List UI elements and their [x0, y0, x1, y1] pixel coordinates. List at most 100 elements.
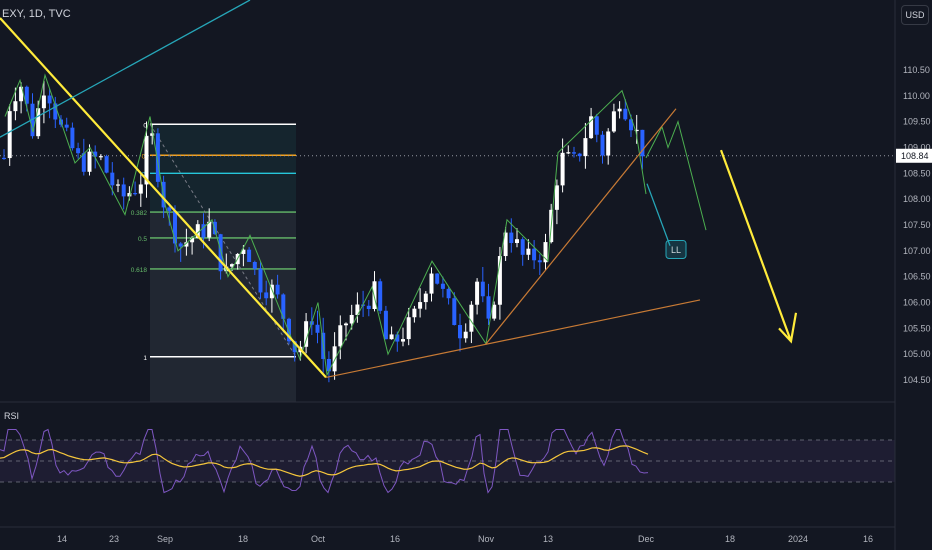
candle-body	[486, 296, 491, 319]
ticker-label[interactable]: EXY, 1D, TVC	[2, 8, 71, 20]
candle-body	[572, 152, 576, 154]
candle-body	[269, 284, 274, 299]
price-axis[interactable]: 110.50 110.00 109.50 109.00 108.50 108.00 107.…	[894, 0, 932, 550]
candle-body	[515, 239, 519, 244]
candle-body	[503, 232, 508, 257]
currency-button[interactable]: USD	[901, 5, 929, 25]
candle-body	[155, 133, 160, 182]
candle-body	[230, 264, 234, 267]
time-tick-label: Nov	[478, 534, 495, 544]
candle-body	[475, 281, 480, 305]
fib-level-label: 0	[143, 122, 147, 129]
candle-body	[634, 129, 639, 132]
teal-trendline	[0, 0, 251, 138]
candle-body	[406, 317, 411, 340]
candle-body	[629, 119, 633, 131]
candle-body	[53, 103, 58, 120]
candle-body	[64, 124, 69, 128]
price-tick-label: 109.00	[903, 143, 931, 153]
time-tick-label: 18	[238, 534, 248, 544]
candle-body	[2, 157, 6, 160]
price-tick-label: 110.50	[903, 65, 930, 75]
candle-body	[212, 221, 217, 235]
candle-body	[469, 304, 474, 332]
fib-level-label: 1	[143, 355, 147, 362]
candle-body	[401, 339, 405, 342]
time-tick-label: 16	[390, 534, 400, 544]
time-tick-label: 23	[109, 534, 119, 544]
price-tick-label: 109.50	[903, 117, 931, 127]
candle-body	[378, 281, 383, 311]
teal-ll-line	[646, 183, 671, 246]
time-tick-label: 16	[863, 534, 873, 544]
price-tick-label: 106.00	[903, 298, 931, 308]
candle-body	[429, 273, 434, 294]
candle-body	[190, 238, 195, 243]
candle-body	[566, 152, 571, 154]
orange-rising-line	[485, 108, 677, 345]
candle-body	[640, 129, 645, 157]
forecast-arrow-shaft	[719, 149, 793, 342]
last-price-tag	[896, 148, 932, 163]
price-tick-label: 105.50	[903, 323, 931, 333]
time-tick-label: 2024	[788, 534, 808, 544]
candle-body	[446, 288, 451, 299]
last-price-label: 108.84	[901, 151, 929, 161]
candle-body	[338, 325, 343, 347]
rsi-pane: 60.0040.00	[0, 401, 926, 494]
candle-body	[349, 314, 354, 324]
forecast-arrow-head	[778, 312, 798, 344]
candle-body	[543, 242, 548, 263]
price-axis-bg	[895, 0, 932, 550]
time-axis[interactable]: 14 23 Sep 18 Oct 16 Nov 13 Dec 18 2024 16	[0, 526, 895, 544]
candle-body	[144, 135, 149, 185]
fibonacci-retracement[interactable]: 0 0. 0. 0.382 0.5 0.618 1	[131, 122, 297, 402]
candle-body	[315, 324, 320, 333]
candle-body	[577, 153, 582, 157]
candle-body	[104, 156, 109, 173]
rsi-ma-line	[0, 445, 649, 477]
candle-body	[98, 156, 103, 158]
candle-body	[344, 323, 348, 326]
time-tick-label: 13	[543, 534, 553, 544]
candle-body	[611, 111, 616, 132]
price-tick-label: 108.00	[903, 194, 931, 204]
candle-body	[184, 242, 189, 247]
candle-body	[281, 294, 286, 319]
candle-body	[13, 101, 18, 112]
candle-body	[418, 302, 423, 309]
candle-body	[480, 281, 485, 297]
candle-body	[127, 193, 132, 197]
candle-body	[7, 111, 12, 159]
candle-body	[47, 95, 52, 104]
zigzag-line	[4, 73, 647, 377]
fib-level-label: 0.618	[131, 267, 148, 274]
candle-body	[218, 234, 223, 272]
candle-body	[19, 86, 24, 102]
candle-body	[252, 261, 257, 269]
fib-band-bottom	[150, 356, 296, 402]
projection-zigzag	[645, 120, 707, 231]
time-tick-label: 18	[725, 534, 735, 544]
candle-body	[264, 292, 269, 299]
candle-body	[258, 268, 263, 293]
candle-body	[87, 151, 92, 172]
price-tick-label: 104.50	[903, 375, 931, 385]
fib-band-lower	[150, 212, 296, 357]
candle-body	[600, 134, 605, 156]
ll-annotation-label: LL	[671, 245, 681, 255]
candle-body	[110, 172, 115, 186]
candle-body	[81, 153, 86, 172]
drawing-overlays[interactable]: LL	[0, 0, 798, 379]
candle-body	[207, 221, 212, 238]
candle-body	[70, 127, 75, 149]
fib-level-label: 0.	[142, 171, 148, 178]
time-tick-label: Oct	[311, 534, 326, 544]
candle-body	[150, 133, 155, 136]
time-tick-label: Sep	[157, 534, 173, 544]
candle-body	[520, 239, 525, 255]
candle-body	[623, 108, 628, 120]
candle-body	[173, 210, 177, 244]
